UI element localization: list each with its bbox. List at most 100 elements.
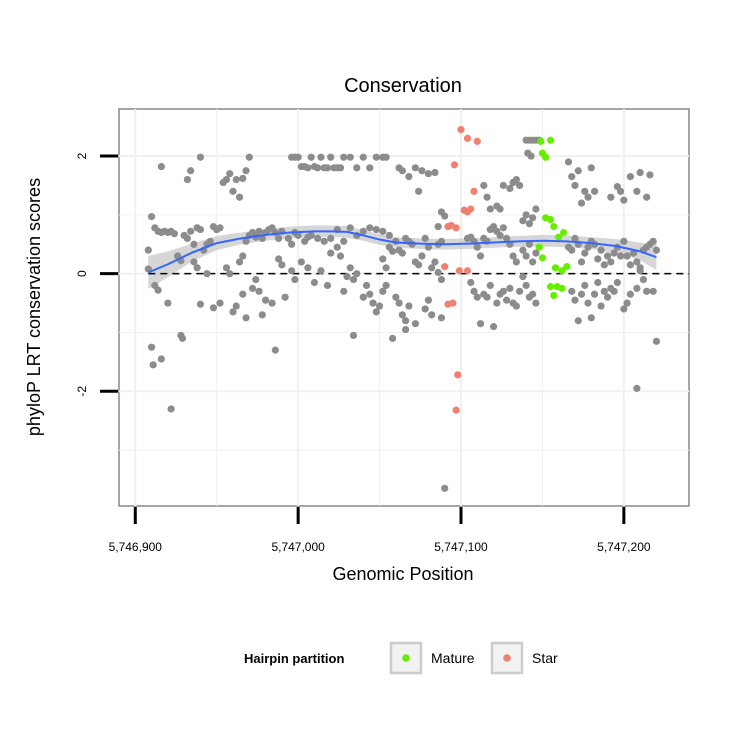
data-point-other	[571, 181, 579, 190]
data-point-other	[340, 237, 348, 245]
data-point-other	[209, 304, 218, 312]
data-point-other	[574, 317, 582, 325]
data-point-other	[346, 224, 354, 232]
data-point-other	[486, 205, 494, 213]
data-point-other	[398, 311, 406, 319]
data-point-other	[527, 152, 535, 160]
data-point-other	[522, 252, 530, 260]
data-point-other	[395, 299, 403, 307]
data-point-other	[362, 281, 371, 290]
data-point-other	[288, 240, 296, 248]
data-point-other	[633, 384, 641, 392]
data-point-other	[415, 261, 423, 269]
data-point-other	[532, 249, 540, 257]
data-point-other	[626, 173, 634, 181]
data-point-other	[476, 252, 485, 260]
data-point-other	[626, 261, 634, 269]
data-point-other	[353, 164, 361, 172]
data-point-other	[164, 299, 172, 307]
data-point-other	[304, 264, 312, 272]
data-point-other	[639, 275, 648, 284]
data-point-other	[229, 187, 237, 195]
data-point-mature	[542, 153, 550, 161]
data-point-other	[154, 286, 162, 294]
data-point-other	[519, 273, 527, 281]
data-point-other	[206, 237, 214, 245]
data-point-other	[600, 261, 608, 269]
data-point-other	[307, 231, 315, 240]
data-point-other	[379, 255, 387, 263]
data-point-other	[529, 214, 537, 222]
data-point-other	[512, 302, 520, 310]
data-point-other	[190, 258, 198, 266]
data-point-star	[454, 371, 462, 379]
data-point-other	[382, 153, 390, 161]
data-point-other	[232, 175, 240, 184]
data-point-other	[382, 281, 390, 290]
data-point-other	[317, 267, 325, 275]
data-point-other	[506, 184, 514, 192]
data-point-other	[359, 153, 367, 161]
data-point-other	[379, 227, 387, 235]
legend-title: Hairpin partition	[244, 651, 344, 666]
data-point-other	[310, 278, 319, 287]
data-point-other	[590, 290, 599, 298]
data-point-other	[529, 290, 537, 298]
data-point-other	[584, 299, 592, 307]
data-point-other	[577, 290, 586, 298]
legend-label-star: Star	[532, 650, 558, 666]
data-point-other	[493, 299, 501, 307]
data-point-other	[431, 258, 439, 266]
data-point-other	[434, 223, 442, 231]
data-point-other	[610, 287, 618, 295]
data-point-other	[418, 252, 426, 260]
data-point-other	[216, 299, 224, 307]
data-point-other	[275, 234, 283, 242]
data-point-other	[252, 275, 260, 284]
data-point-other	[284, 234, 292, 242]
data-point-other	[489, 323, 498, 331]
data-point-other	[242, 314, 250, 322]
data-point-other	[327, 249, 335, 257]
data-point-other	[258, 311, 266, 319]
data-point-other	[327, 153, 335, 161]
legend-key-mature	[389, 641, 423, 675]
data-point-other	[379, 287, 387, 295]
data-point-other	[633, 187, 641, 195]
data-point-other	[375, 302, 384, 310]
data-point-other	[203, 270, 211, 278]
data-point-other	[320, 237, 328, 245]
data-point-other	[402, 317, 410, 325]
data-point-other	[167, 405, 175, 413]
data-point-other	[581, 249, 589, 257]
x-axis: 5,746,900 5,747,000 5,747,100 5,747,200	[109, 507, 651, 554]
data-point-other	[336, 164, 345, 172]
data-point-other	[483, 293, 491, 301]
data-point-star	[450, 161, 459, 169]
data-point-other	[525, 220, 534, 228]
data-point-other	[372, 308, 380, 316]
smooth-line	[147, 230, 657, 274]
data-point-other	[235, 258, 244, 266]
data-point-star	[444, 223, 452, 231]
data-point-other	[643, 193, 651, 201]
x-tick-label: 5,747,200	[597, 540, 651, 554]
data-point-mature	[563, 263, 571, 271]
data-point-other	[636, 168, 644, 177]
data-point-star	[449, 299, 457, 307]
data-point-other	[187, 167, 195, 175]
data-point-star	[463, 267, 472, 275]
data-point-other	[239, 174, 247, 183]
data-point-star	[463, 134, 472, 143]
data-point-other	[314, 164, 322, 172]
data-point-star	[470, 187, 478, 195]
data-point-other	[346, 264, 354, 272]
data-point-other	[226, 170, 234, 178]
data-point-other	[623, 299, 631, 307]
data-point-other	[424, 243, 433, 251]
data-point-other	[431, 168, 439, 177]
data-point-other	[398, 167, 406, 175]
data-point-other	[170, 230, 178, 238]
data-point-other	[496, 205, 504, 213]
